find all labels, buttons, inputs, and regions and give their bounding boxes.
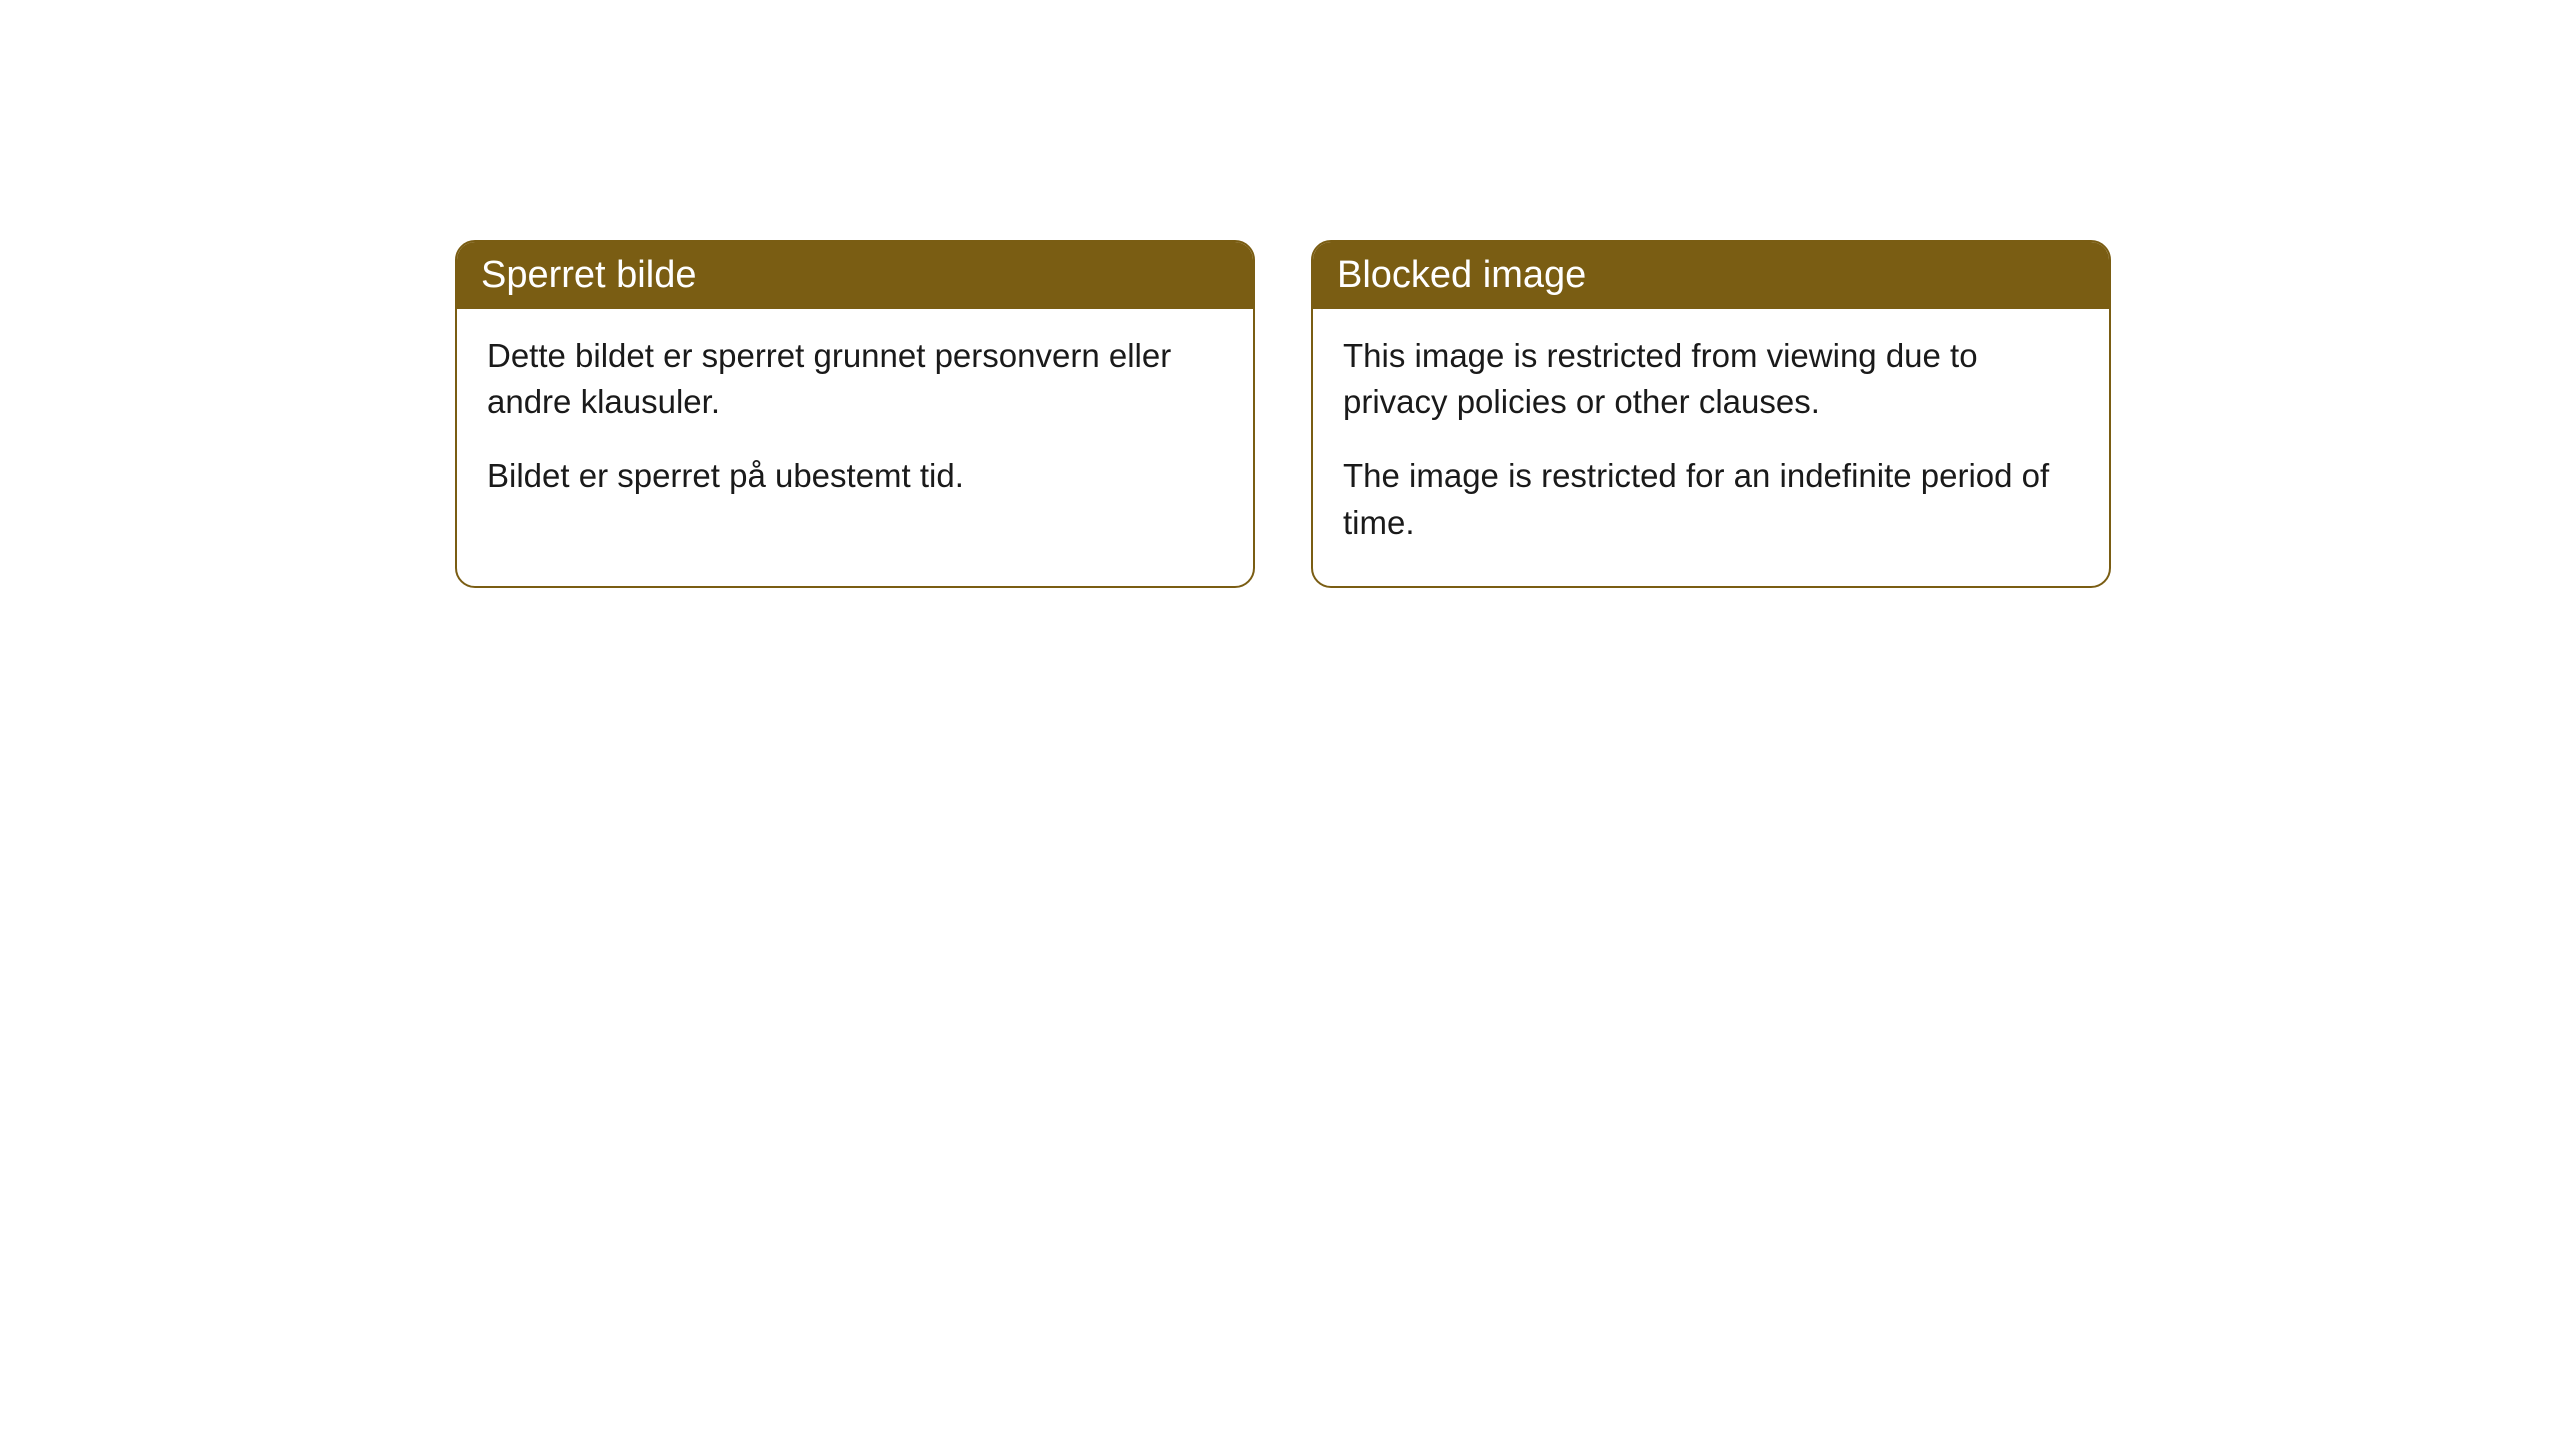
card-body-norwegian: Dette bildet er sperret grunnet personve… (457, 309, 1253, 540)
notice-paragraph-2: Bildet er sperret på ubestemt tid. (487, 453, 1223, 499)
notice-paragraph-1: Dette bildet er sperret grunnet personve… (487, 333, 1223, 425)
blocked-image-card-english: Blocked image This image is restricted f… (1311, 240, 2111, 588)
card-header-english: Blocked image (1313, 242, 2109, 309)
card-title: Sperret bilde (481, 254, 696, 296)
blocked-image-card-norwegian: Sperret bilde Dette bildet er sperret gr… (455, 240, 1255, 588)
notice-paragraph-1: This image is restricted from viewing du… (1343, 333, 2079, 425)
notice-paragraph-2: The image is restricted for an indefinit… (1343, 453, 2079, 545)
card-body-english: This image is restricted from viewing du… (1313, 309, 2109, 586)
notice-cards-container: Sperret bilde Dette bildet er sperret gr… (455, 240, 2560, 588)
card-title: Blocked image (1337, 254, 1586, 296)
card-header-norwegian: Sperret bilde (457, 242, 1253, 309)
